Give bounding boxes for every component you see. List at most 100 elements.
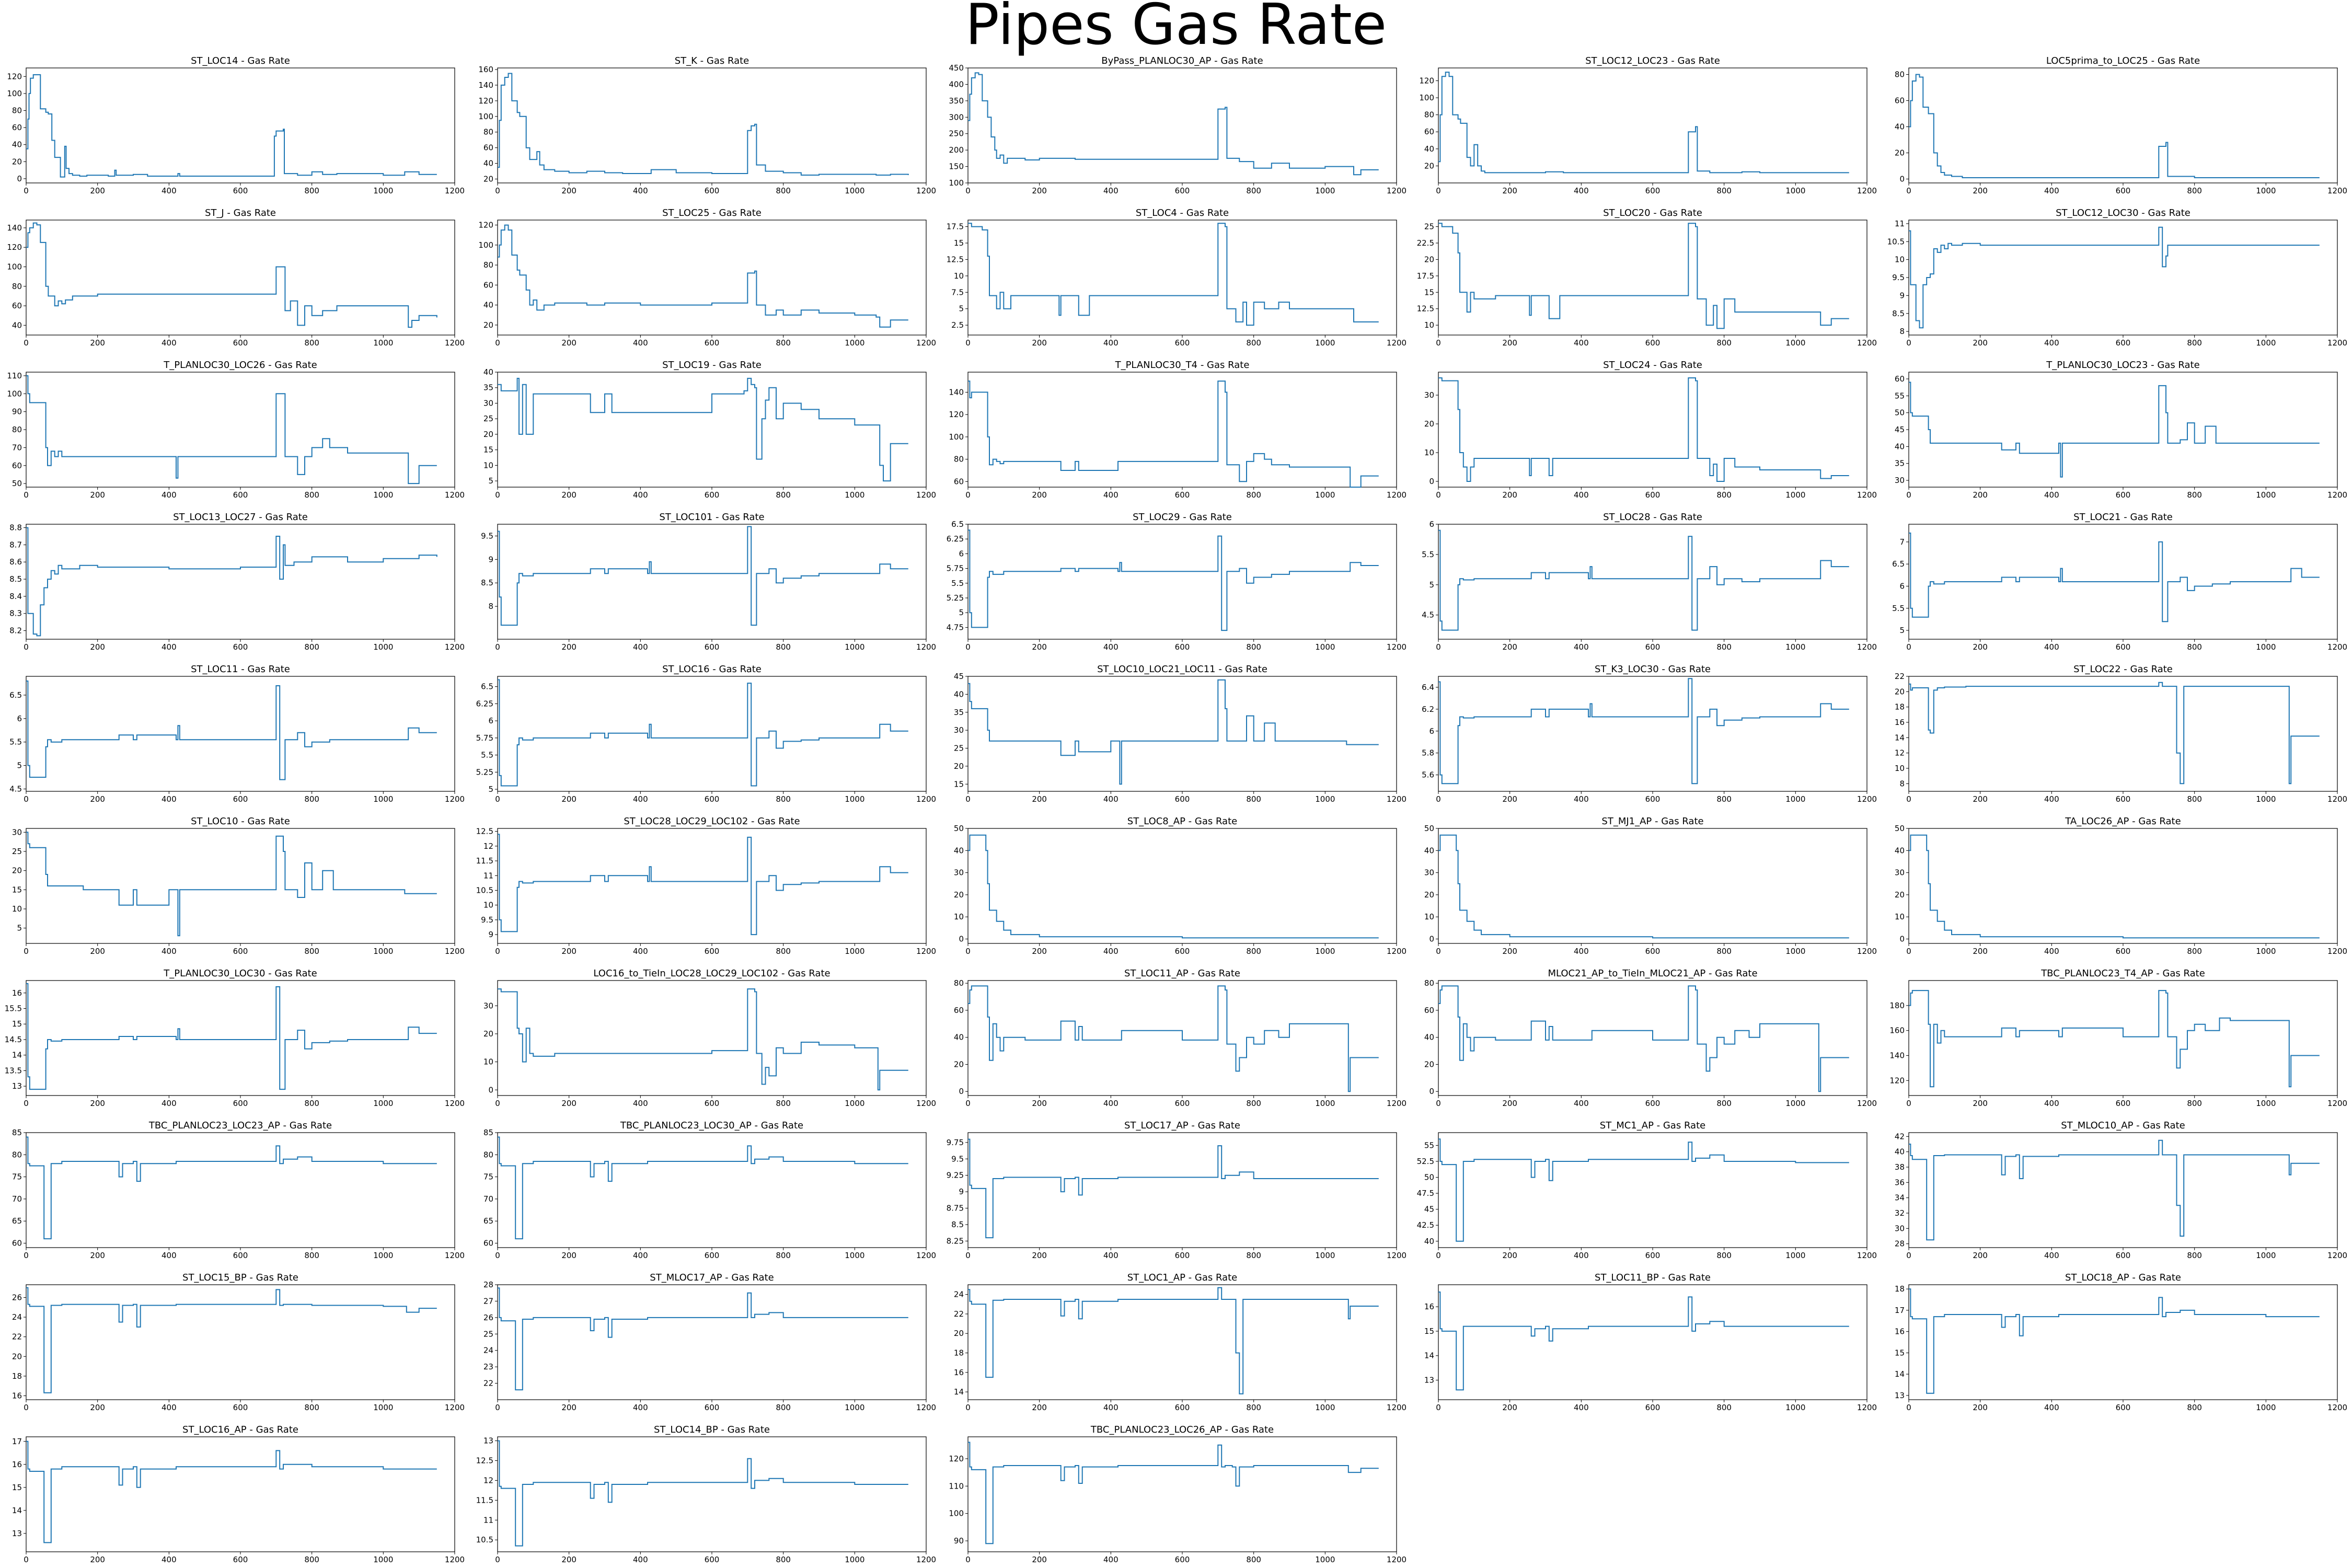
y-tick-label: 9 xyxy=(488,555,493,564)
y-tick-label: 11.5 xyxy=(476,856,493,866)
x-tick-label: 600 xyxy=(233,186,248,195)
subplot-22: ST_LOC16 - Gas Rate 0 200 400 600 800 1000 1200… xyxy=(476,664,937,804)
x-tick-label: 800 xyxy=(1716,1403,1732,1412)
x-tick-label: 0 xyxy=(965,642,971,652)
y-tick-label: 34 xyxy=(1895,1193,1905,1203)
x-tick-label: 400 xyxy=(633,947,648,956)
x-tick-label: 1000 xyxy=(1315,186,1335,195)
x-tick-label: 1200 xyxy=(1387,1555,1406,1564)
axes-frame xyxy=(497,980,927,1096)
series-line xyxy=(968,834,1379,939)
x-tick-label: 600 xyxy=(705,642,720,652)
x-tick-label: 1000 xyxy=(1785,338,1805,348)
subplot-title: ST_LOC10 - Gas Rate xyxy=(191,816,290,827)
x-tick-label: 1200 xyxy=(2327,1251,2347,1260)
y-tick-label: 85 xyxy=(483,1128,493,1137)
axes-frame xyxy=(26,676,455,792)
x-tick-label: 1000 xyxy=(2256,642,2276,652)
x-tick-label: 800 xyxy=(1246,186,1261,195)
x-tick-label: 0 xyxy=(1436,642,1441,652)
x-tick-label: 1000 xyxy=(2256,1251,2276,1260)
subplot-title: ST_LOC16_AP - Gas Rate xyxy=(182,1424,298,1435)
y-tick-label: 13 xyxy=(1895,1391,1905,1400)
y-tick-label: 13 xyxy=(483,1436,493,1446)
y-tick-label: 6.5 xyxy=(481,682,493,691)
y-tick-label: 100 xyxy=(7,262,22,271)
subplot-title: LOC16_to_TieIn_LOC28_LOC29_LOC102 - Gas … xyxy=(593,968,830,979)
x-tick-label: 1000 xyxy=(845,1099,864,1108)
x-tick-label: 0 xyxy=(24,490,29,500)
y-tick-label: 0 xyxy=(1899,175,1905,184)
x-tick-label: 600 xyxy=(1645,490,1661,500)
y-tick-label: 8.5 xyxy=(481,578,493,587)
y-tick-label: 5.5 xyxy=(9,737,22,747)
y-tick-label: 16 xyxy=(12,1391,22,1400)
y-tick-label: 40 xyxy=(954,689,964,699)
axes-frame xyxy=(26,1436,455,1552)
x-tick-label: 400 xyxy=(162,1099,177,1108)
x-tick-label: 0 xyxy=(1906,642,1911,652)
x-tick-label: 1200 xyxy=(445,338,465,348)
y-tick-label: 6.5 xyxy=(951,520,964,529)
y-tick-label: 12.5 xyxy=(476,827,493,836)
series-line xyxy=(498,1287,908,1391)
axes-frame xyxy=(967,372,1397,488)
y-tick-label: 120 xyxy=(478,221,493,230)
x-tick-label: 1000 xyxy=(1785,1251,1805,1260)
subplot-title: ST_K - Gas Rate xyxy=(675,55,750,66)
x-tick-label: 0 xyxy=(965,1555,971,1564)
x-tick-label: 0 xyxy=(965,794,971,804)
y-tick-label: 10 xyxy=(483,460,493,470)
x-tick-label: 400 xyxy=(1574,1099,1589,1108)
x-tick-label: 200 xyxy=(1032,1555,1047,1564)
x-tick-label: 400 xyxy=(1103,1403,1119,1412)
x-tick-label: 200 xyxy=(90,947,105,956)
subplot-47: ST_LOC14_BP - Gas Rate 0 200 400 600 800 1000 1… xyxy=(476,1424,937,1564)
y-tick-label: 140 xyxy=(7,223,22,233)
y-tick-label: 120 xyxy=(7,243,22,252)
y-tick-label: 6 xyxy=(17,714,22,723)
axes-frame xyxy=(967,828,1397,944)
series-line xyxy=(498,679,908,787)
x-tick-label: 1000 xyxy=(2256,947,2276,956)
y-tick-label: 120 xyxy=(949,410,964,419)
y-tick-label: 65 xyxy=(483,1216,493,1226)
y-tick-label: 15 xyxy=(12,885,22,894)
y-tick-label: 80 xyxy=(483,260,493,270)
series-line xyxy=(968,529,1379,631)
x-tick-label: 0 xyxy=(495,1403,500,1412)
x-tick-label: 600 xyxy=(1175,1555,1190,1564)
y-tick-label: 14 xyxy=(954,1387,964,1397)
y-tick-label: 300 xyxy=(949,112,964,122)
y-tick-label: 60 xyxy=(1895,96,1905,106)
x-tick-label: 0 xyxy=(965,490,971,500)
x-tick-label: 600 xyxy=(1175,1099,1190,1108)
x-tick-label: 200 xyxy=(90,338,105,348)
x-tick-label: 200 xyxy=(90,1251,105,1260)
x-tick-label: 800 xyxy=(1716,642,1732,652)
y-tick-label: 70 xyxy=(12,443,22,452)
y-tick-label: 40 xyxy=(954,846,964,855)
y-tick-label: 30 xyxy=(12,827,22,837)
y-tick-label: 110 xyxy=(949,1481,964,1491)
series-line xyxy=(1438,834,1849,939)
x-tick-label: 1200 xyxy=(445,1099,465,1108)
x-tick-label: 400 xyxy=(633,1555,648,1564)
x-tick-label: 800 xyxy=(2187,338,2202,348)
x-tick-label: 1000 xyxy=(845,338,864,348)
y-tick-label: 80 xyxy=(1895,70,1905,79)
x-tick-label: 800 xyxy=(776,794,791,804)
x-tick-label: 600 xyxy=(1645,794,1661,804)
x-tick-label: 400 xyxy=(633,1099,648,1108)
subplot-title: ST_MLOC10_AP - Gas Rate xyxy=(2061,1120,2185,1131)
page-title: Pipes Gas Rate xyxy=(965,0,1387,57)
y-tick-label: 40 xyxy=(1895,1147,1905,1157)
y-tick-label: 28 xyxy=(1895,1239,1905,1249)
subplot-9: ST_LOC20 - Gas Rate 0 200 400 600 800 1000 1200… xyxy=(1417,207,1877,348)
x-tick-label: 600 xyxy=(705,490,720,500)
y-tick-label: 36 xyxy=(1895,1178,1905,1187)
x-tick-label: 1200 xyxy=(2327,794,2347,804)
x-tick-label: 1200 xyxy=(445,1251,465,1260)
